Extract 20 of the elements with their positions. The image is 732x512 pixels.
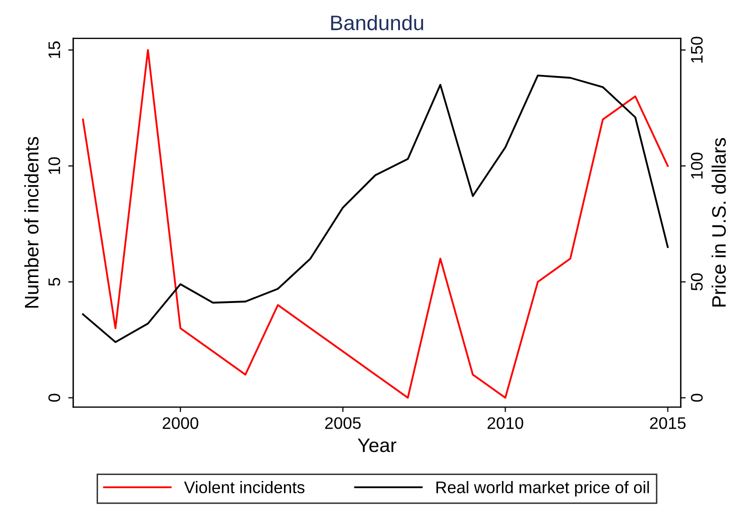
y-tick-label: 15 (48, 41, 60, 58)
y-tick-label: 5 (48, 278, 60, 286)
x-axis-title: Year (358, 438, 396, 452)
x-tick-label: 2010 (488, 417, 524, 430)
legend-label: Real world market price of oil (436, 481, 649, 497)
y2-tick-label: 0 (690, 394, 703, 402)
y-axis-title: Number of incidents (24, 136, 39, 308)
legend-label: Violent incidents (184, 481, 304, 494)
y2-tick-label: 150 (690, 36, 703, 63)
y2-tick-label: 50 (690, 273, 703, 290)
y2-tick-label: 100 (690, 152, 703, 179)
line-series (82, 74, 669, 344)
x-tick-label: 2015 (650, 417, 686, 430)
y-tick-label: 0 (48, 394, 60, 402)
y-tick-label: 10 (48, 157, 60, 174)
x-tick-label: 2000 (162, 417, 198, 430)
line-series (82, 49, 669, 399)
chart-title: Bandundu (331, 14, 424, 30)
x-tick-label: 2005 (325, 417, 361, 430)
y2-axis-title: Price in U.S. dollars (712, 138, 726, 306)
